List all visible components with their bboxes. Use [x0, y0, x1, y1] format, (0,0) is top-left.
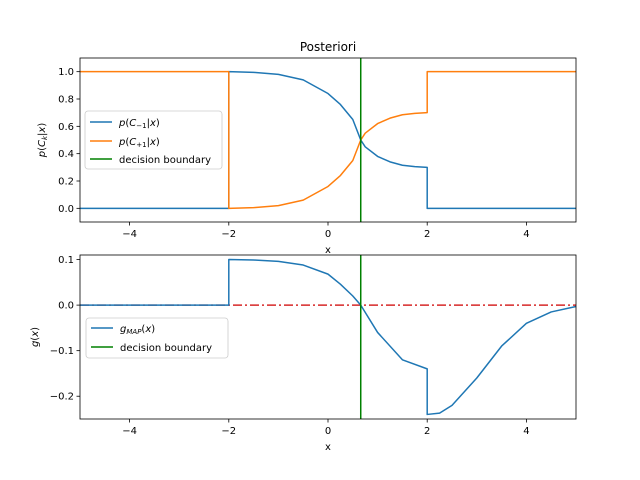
y-axis-label-bottom: g(x) — [30, 327, 41, 347]
x-tick-label-bottom-0: −4 — [122, 426, 137, 437]
x-tick-label-top-2: 0 — [325, 229, 331, 240]
x-ticks-top: −4 −2 0 2 4 — [122, 222, 530, 240]
y-tick-label-bottom-1: 0.0 — [58, 301, 74, 312]
y-tick-label-bottom-0: 0.1 — [58, 255, 74, 266]
legend-label-c-plus: p(C+1|x) — [118, 137, 160, 149]
legend-label-decision-boundary-bottom: decision boundary — [120, 343, 212, 354]
chart-title: Posteriori — [300, 40, 356, 54]
x-tick-label-bottom-3: 2 — [424, 426, 430, 437]
y-tick-label-top-4: 0.8 — [58, 95, 74, 106]
legend-label-g-map: gMAP(x) — [120, 324, 155, 336]
y-tick-label-bottom-3: −0.2 — [50, 392, 74, 403]
x-tick-label-top-4: 4 — [523, 229, 529, 240]
legend-label-c-minus: p(C−1|x) — [118, 118, 160, 130]
x-tick-label-top-1: −2 — [221, 229, 236, 240]
x-tick-label-bottom-2: 0 — [325, 426, 331, 437]
x-tick-label-top-3: 2 — [424, 229, 430, 240]
x-tick-label-bottom-1: −2 — [221, 426, 236, 437]
series-line-top-0 — [80, 70, 576, 210]
x-ticks-bottom: −4 −2 0 2 4 — [122, 419, 530, 437]
y-tick-label-top-5: 1.0 — [58, 67, 74, 78]
posteriori-subplot: −4 −2 0 2 4 0.00.20.40.60.81.0 Posteriori x … — [37, 40, 577, 256]
y-tick-label-top-2: 0.4 — [58, 149, 74, 160]
y-axis-label-top: p(Ck|x) — [37, 123, 49, 159]
g-map-subplot: −4 −2 0 2 4 0.1 0.0 −0.1 −0.2 x g(x) gMAP(x) de… — [30, 254, 577, 453]
series-group-top — [80, 58, 576, 222]
y-tick-label-top-0: 0.0 — [58, 204, 74, 215]
series-group-bottom — [80, 255, 577, 419]
legend-box-bottom — [85, 317, 229, 359]
legend-top: p(C−1|x) p(C+1|x) decision boundary — [84, 110, 223, 170]
y-ticks-bottom: 0.1 0.0 −0.1 −0.2 — [50, 255, 80, 403]
legend-label-decision-boundary-top: decision boundary — [119, 155, 211, 166]
y-tick-label-top-1: 0.2 — [58, 177, 74, 188]
x-tick-label-bottom-4: 4 — [523, 426, 529, 437]
x-axis-label-top: x — [325, 245, 331, 256]
x-axis-label-bottom: x — [325, 442, 331, 453]
y-ticks-top: 0.0 0.2 0.4 0.6 0.8 1.0 — [58, 67, 80, 215]
y-tick-label-top-3: 0.6 — [58, 122, 74, 133]
x-tick-label-top-0: −4 — [122, 229, 137, 240]
series-line-top-1 — [80, 70, 576, 210]
series-line-bottom-0 — [80, 258, 577, 416]
y-tick-label-bottom-2: −0.1 — [50, 346, 74, 357]
legend-bottom: gMAP(x) decision boundary — [85, 317, 229, 359]
legend-box-top — [84, 110, 223, 170]
